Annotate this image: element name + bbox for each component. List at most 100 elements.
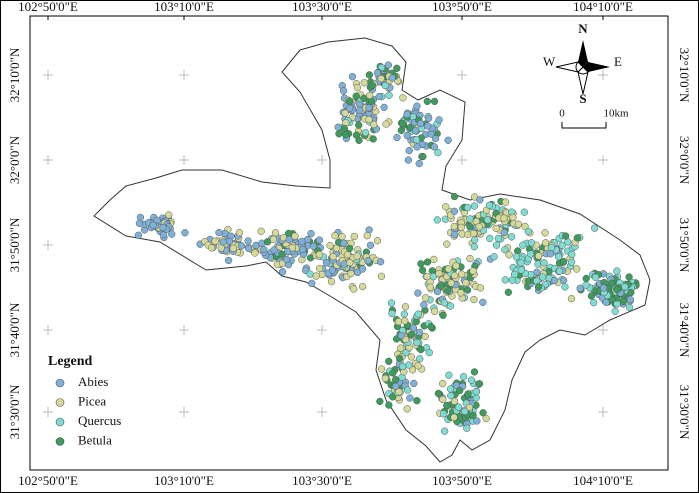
occurrence-point <box>385 401 393 409</box>
occurrence-point <box>413 397 421 405</box>
occurrence-point <box>312 272 320 280</box>
occurrence-point <box>450 222 458 231</box>
occurrence-point <box>590 298 598 307</box>
occurrence-point <box>424 114 433 122</box>
occurrence-point <box>476 284 485 292</box>
compass-n: N <box>578 21 588 36</box>
occurrence-point <box>470 295 478 304</box>
occurrence-point <box>308 279 316 288</box>
occurrence-point <box>501 276 509 284</box>
occurrence-point <box>340 124 349 133</box>
occurrence-point <box>479 409 487 417</box>
occurrence-point <box>415 159 423 168</box>
occurrence-point <box>444 136 452 144</box>
occurrence-point <box>388 74 396 82</box>
occurrence-point <box>591 224 599 232</box>
occurrence-point <box>415 328 424 337</box>
occurrence-point <box>464 203 472 212</box>
occurrence-point <box>443 240 451 248</box>
occurrence-point <box>326 241 334 250</box>
occurrence-point <box>439 395 447 404</box>
occurrence-point <box>224 256 233 265</box>
occurrence-point <box>547 243 556 252</box>
occurrence-point <box>466 215 474 223</box>
occurrence-point <box>427 322 435 331</box>
occurrence-point <box>403 110 411 119</box>
occurrence-point <box>559 276 568 284</box>
occurrence-point <box>450 271 459 280</box>
occurrence-point <box>315 236 324 244</box>
occurrence-point <box>181 229 189 237</box>
occurrence-point <box>382 120 390 128</box>
occurrence-point <box>331 231 339 240</box>
occurrence-point <box>399 362 407 371</box>
occurrence-point <box>466 254 474 263</box>
occurrence-point <box>482 414 490 423</box>
lat-label-right: 31°40'0"N <box>677 303 692 358</box>
lat-label-right: 32°0'0"N <box>677 136 692 185</box>
occurrence-point <box>329 253 337 261</box>
occurrence-point <box>358 265 367 273</box>
occurrence-point <box>389 369 397 377</box>
occurrence-point <box>582 281 590 289</box>
occurrence-point <box>366 91 374 100</box>
lat-label-right: 31°50'0"N <box>677 218 692 273</box>
occurrence-point <box>369 135 377 143</box>
occurrence-point <box>355 106 364 114</box>
occurrence-point <box>466 222 474 231</box>
occurrence-point <box>509 213 517 222</box>
legend-label: Picea <box>78 393 106 408</box>
occurrence-point <box>401 317 409 325</box>
occurrence-point <box>469 229 478 238</box>
occurrence-point <box>464 390 472 398</box>
occurrence-point <box>472 388 481 396</box>
occurrence-point <box>554 253 563 261</box>
occurrence-point <box>270 246 278 254</box>
occurrence-point <box>377 272 386 281</box>
occurrence-point <box>251 249 259 257</box>
occurrence-point <box>278 250 286 258</box>
scale-bar: 0 10km <box>559 108 629 129</box>
lon-label-top: 103°10'0"E <box>154 0 214 14</box>
occurrence-point <box>500 214 508 222</box>
lat-label-left: 31°40'0"N <box>7 302 22 357</box>
occurrence-point <box>335 130 343 138</box>
occurrence-point <box>385 357 393 365</box>
occurrence-point <box>538 273 547 281</box>
occurrence-point <box>510 270 519 279</box>
occurrence-point <box>418 266 427 274</box>
occurrence-point <box>470 243 478 251</box>
occurrence-point <box>626 295 634 304</box>
occurrence-point <box>454 403 463 411</box>
occurrence-point <box>444 265 453 273</box>
occurrence-point <box>450 397 459 405</box>
occurrence-point <box>306 270 314 278</box>
occurrence-point <box>416 119 425 128</box>
occurrence-point <box>350 232 358 241</box>
occurrence-point <box>479 298 487 307</box>
occurrence-point <box>361 128 370 137</box>
compass-e: E <box>614 54 622 69</box>
occurrence-point <box>423 272 431 281</box>
occurrence-point <box>346 104 354 112</box>
occurrence-point <box>298 237 306 246</box>
occurrence-point <box>469 267 477 275</box>
occurrence-point <box>445 371 453 379</box>
occurrence-point <box>364 257 372 265</box>
occurrence-point <box>400 310 408 318</box>
occurrence-point <box>360 94 368 102</box>
occurrence-points <box>134 61 640 435</box>
occurrence-point <box>475 223 483 231</box>
occurrence-point <box>385 91 393 99</box>
occurrence-point <box>363 232 371 240</box>
occurrence-point <box>582 274 590 283</box>
occurrence-point <box>461 407 469 416</box>
occurrence-point <box>439 311 447 319</box>
occurrence-point <box>244 244 253 253</box>
occurrence-point <box>447 279 455 287</box>
occurrence-point <box>457 289 465 297</box>
occurrence-point <box>500 228 508 237</box>
occurrence-point <box>440 299 449 307</box>
lon-label-top: 104°10'0"E <box>573 0 633 14</box>
